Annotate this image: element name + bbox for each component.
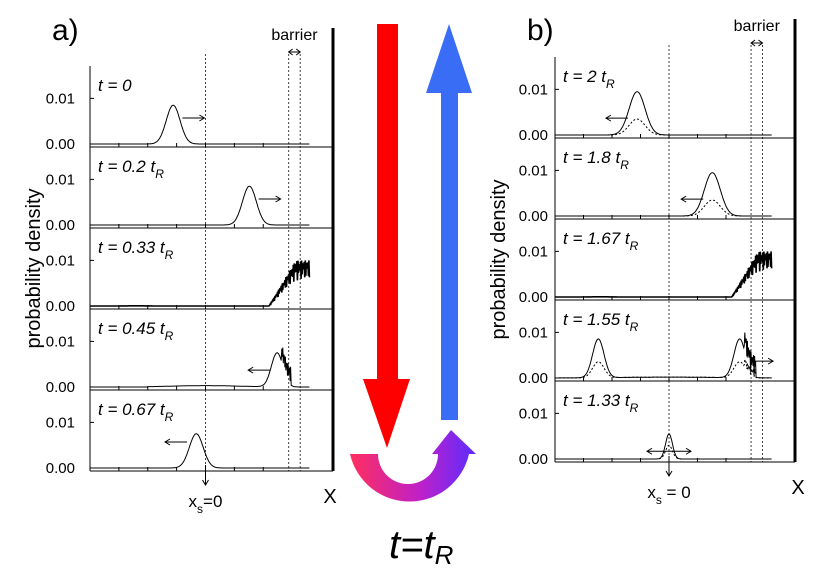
barrier-label: barrier: [271, 27, 318, 44]
x-marker-label: xs=0: [189, 492, 223, 516]
y-tick-label: 0.01: [519, 81, 548, 98]
time-label: t = 0.33 tR: [98, 238, 174, 262]
dashed-density-curve: [555, 199, 772, 217]
x-marker-label: xs = 0: [647, 483, 690, 507]
subplot-1: 0.00 0.01 t = 0.2 tR: [46, 147, 333, 234]
barrier-label: barrier: [734, 18, 781, 35]
u-turn-arrow: [350, 430, 476, 502]
y-tick-label: 0.00: [46, 136, 75, 153]
center-graphic: t=tR: [350, 24, 476, 570]
time-label: t = 0.45 tR: [98, 319, 174, 343]
y-axis-label: probability density: [488, 179, 510, 339]
y-tick-label: 0.01: [46, 333, 75, 350]
solid-density-curve: [90, 104, 310, 145]
chart-title: a): [52, 14, 79, 47]
down-arrow: [363, 24, 410, 448]
motion-arrow: [164, 438, 188, 446]
y-tick-label: 0.01: [519, 162, 548, 179]
time-label: t = 1.8 tR: [563, 148, 629, 172]
solid-density-curve: [555, 91, 772, 136]
y-tick-label: 0.00: [46, 379, 75, 396]
motion-arrow: [680, 195, 704, 203]
solid-density-curve: [90, 185, 310, 226]
subplot-0: 0.00 0.01 t = 2 tR: [519, 57, 795, 144]
subplot-2: 0.00 0.01 t = 1.67 tR: [519, 219, 795, 306]
solid-density-curve: [90, 347, 310, 388]
y-tick-label: 0.01: [46, 414, 75, 431]
time-label: t = 0.67 tR: [98, 400, 174, 424]
chart-b: b) probability density barrier 0.00 0.01 t = …: [488, 14, 805, 507]
subplot-0: 0.00 0.01 t = 0: [46, 66, 333, 153]
solid-density-curve: [555, 251, 773, 298]
x-axis-label: X: [791, 477, 804, 499]
y-tick-label: 0.00: [46, 217, 75, 234]
subplot-3: 0.00 0.01 t = 0.45 tR: [46, 309, 333, 396]
y-tick-label: 0.00: [46, 298, 75, 315]
motion-arrow: [247, 366, 271, 374]
y-tick-label: 0.01: [519, 405, 548, 422]
x-axis-label: X: [323, 486, 336, 508]
solid-density-curve: [555, 332, 772, 379]
time-label: t = 1.55 tR: [563, 310, 639, 334]
y-tick-label: 0.00: [519, 289, 548, 306]
subplot-4: 0.00 0.01 t = 1.33 tR: [519, 381, 795, 468]
barrier-width-arrow: [287, 48, 302, 56]
subplot-4: 0.00 0.01 t = 0.67 tR: [46, 390, 333, 477]
dashed-density-curve: [555, 118, 772, 136]
y-tick-label: 0.01: [519, 243, 548, 260]
subplot-3: 0.00 0.01 t = 1.55 tR: [519, 300, 795, 387]
barrier-width-arrow: [750, 39, 764, 47]
y-tick-label: 0.00: [519, 127, 548, 144]
solid-density-curve: [90, 433, 310, 469]
time-label: t = 0: [98, 76, 132, 95]
marker-arrow: [202, 465, 209, 486]
motion-arrow: [646, 447, 692, 455]
y-tick-label: 0.00: [519, 370, 548, 387]
chart-a: a) probability density barrier 0.00 0.01 t = …: [23, 14, 337, 516]
formula-tr: t=tR: [389, 523, 453, 570]
subplot-2: 0.00 0.01 t = 0.33 tR: [46, 228, 333, 315]
y-tick-label: 0.00: [46, 460, 75, 477]
time-label: t = 2 tR: [563, 67, 615, 91]
motion-arrow: [604, 114, 628, 122]
motion-arrow: [182, 114, 206, 122]
motion-arrow: [258, 195, 282, 203]
motion-arrow: [751, 357, 775, 365]
up-arrow: [426, 24, 472, 420]
subplot-1: 0.00 0.01 t = 1.8 tR: [519, 138, 795, 225]
solid-density-curve: [90, 260, 311, 307]
y-tick-label: 0.01: [519, 324, 548, 341]
chart-title: b): [527, 14, 554, 47]
time-label: t = 1.33 tR: [563, 391, 639, 415]
y-tick-label: 0.00: [519, 451, 548, 468]
y-axis-label: probability density: [23, 188, 45, 348]
y-tick-label: 0.01: [46, 90, 75, 107]
y-tick-label: 0.01: [46, 171, 75, 188]
solid-density-curve: [555, 433, 772, 460]
y-tick-label: 0.00: [519, 208, 548, 225]
marker-arrow: [665, 456, 673, 477]
solid-density-curve: [555, 172, 772, 217]
y-tick-label: 0.01: [46, 252, 75, 269]
time-label: t = 1.67 tR: [563, 229, 639, 253]
dashed-density-curve: [555, 359, 772, 379]
time-label: t = 0.2 tR: [98, 157, 164, 181]
